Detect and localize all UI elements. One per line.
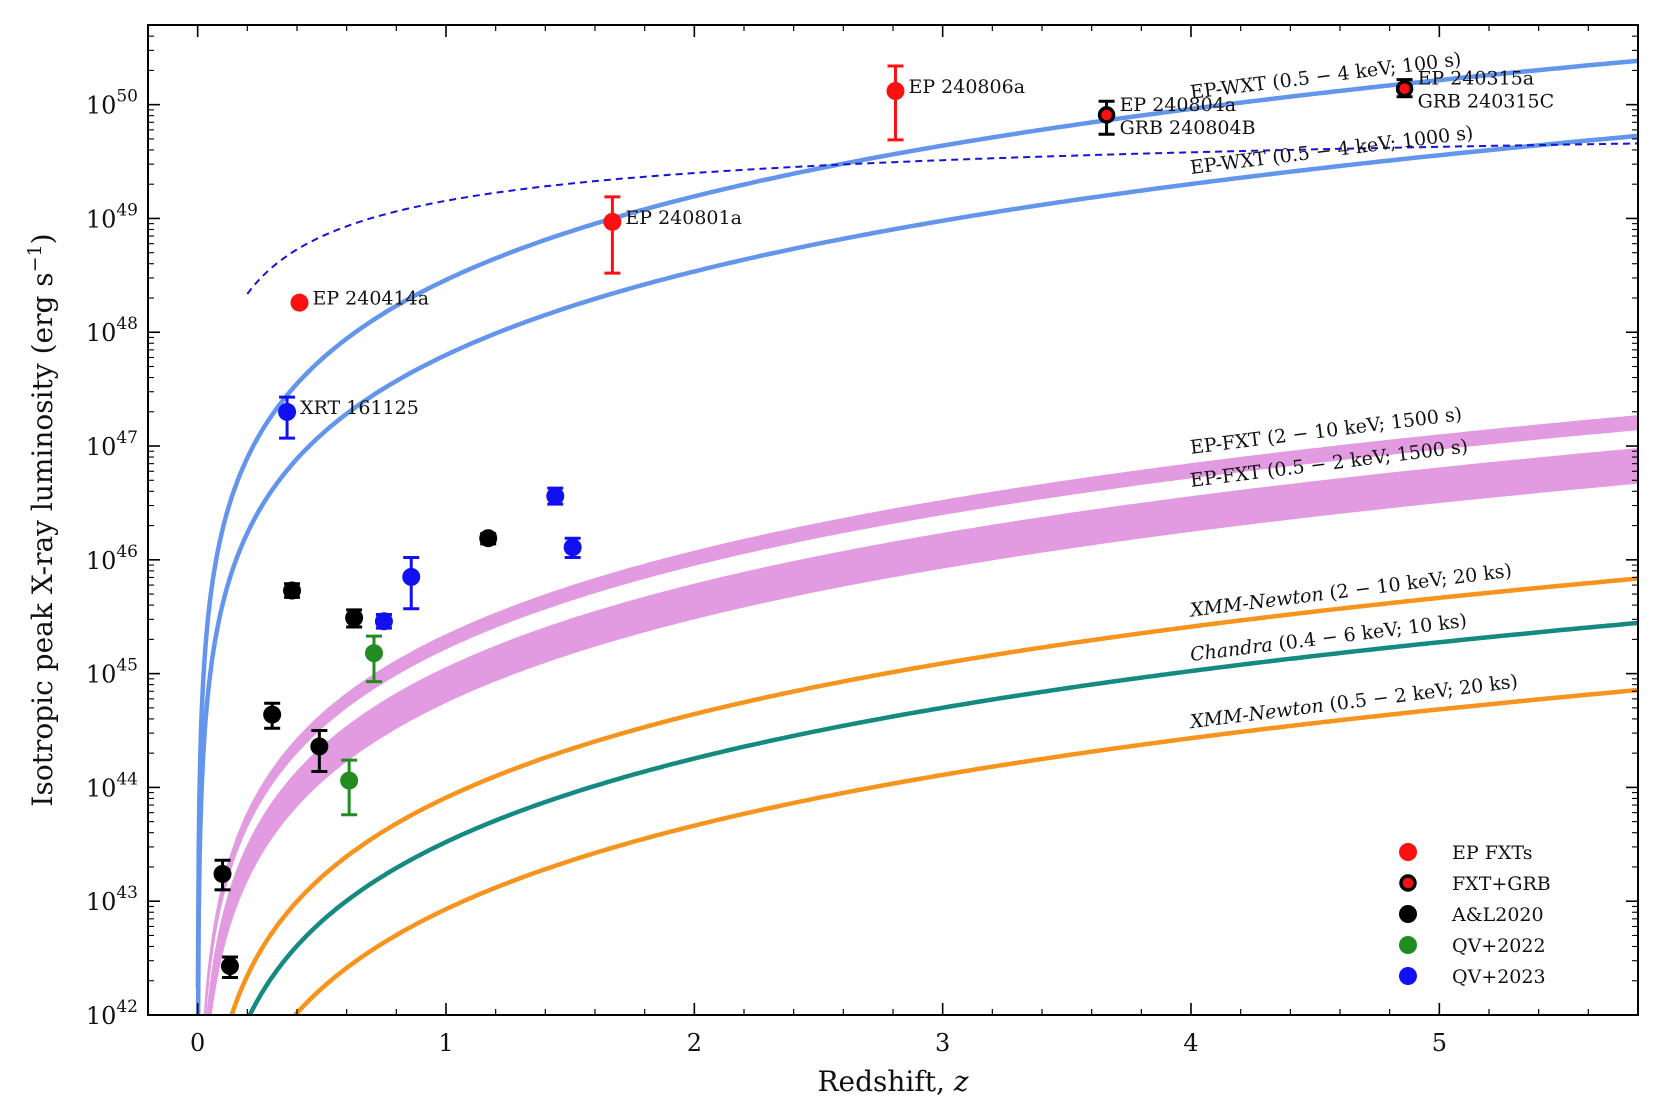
data-point	[546, 487, 564, 505]
y-axis-title-close: )	[26, 233, 59, 244]
y-tick-base: 10	[86, 1002, 117, 1030]
marker	[564, 538, 582, 556]
legend-marker	[1399, 905, 1417, 923]
marker	[214, 865, 232, 883]
x-axis-title: Redshift, z	[817, 1065, 968, 1098]
legend-marker	[1399, 936, 1417, 954]
marker	[375, 612, 393, 630]
data-point	[283, 582, 301, 600]
point-label: EP 240801a	[625, 207, 742, 229]
marker	[1398, 82, 1412, 96]
x-tick-label: 1	[438, 1029, 453, 1057]
y-axis-title: Isotropic peak X-ray luminosity (erg s−1…	[24, 233, 59, 806]
data-point	[479, 529, 497, 547]
y-tick-base: 10	[86, 92, 117, 120]
data-point	[290, 294, 308, 312]
legend-label: FXT+GRB	[1452, 873, 1551, 895]
x-tick-label: 5	[1432, 1029, 1447, 1057]
x-tick-label: 0	[190, 1029, 205, 1057]
point-label: EP 240804a	[1120, 94, 1237, 116]
marker	[310, 737, 328, 755]
legend-label: A&L2020	[1451, 904, 1544, 926]
y-tick-base: 10	[86, 433, 117, 461]
marker	[290, 294, 308, 312]
marker	[345, 609, 363, 627]
y-tick-base: 10	[86, 774, 117, 802]
point-label: XRT 161125	[300, 397, 419, 419]
point-label-secondary: GRB 240315C	[1418, 91, 1555, 113]
y-tick-power: 49	[116, 200, 138, 220]
legend-label: QV+2022	[1452, 935, 1546, 957]
y-tick-base: 10	[86, 547, 117, 575]
y-tick-power: 42	[116, 997, 138, 1017]
marker	[263, 706, 281, 724]
legend-marker	[1399, 843, 1417, 861]
point-label-secondary: GRB 240804B	[1120, 117, 1256, 139]
x-tick-label: 3	[935, 1029, 950, 1057]
marker	[886, 82, 904, 100]
legend-marker	[1401, 876, 1415, 890]
marker	[283, 582, 301, 600]
y-tick-power: 44	[116, 769, 138, 789]
point-label: EP 240806a	[908, 76, 1025, 98]
marker	[278, 403, 296, 421]
y-tick-base: 10	[86, 661, 117, 689]
marker	[1100, 108, 1114, 122]
y-tick-base: 10	[86, 888, 117, 916]
marker	[402, 568, 420, 586]
marker	[603, 213, 621, 231]
marker	[479, 529, 497, 547]
legend-marker	[1399, 967, 1417, 985]
legend-label: EP FXTs	[1452, 842, 1532, 864]
data-point	[345, 609, 363, 627]
point-label: EP 240414a	[312, 288, 429, 310]
marker	[546, 487, 564, 505]
y-tick-base: 10	[86, 319, 117, 347]
data-point	[375, 612, 393, 630]
x-axis-title-text: Redshift,	[817, 1065, 953, 1098]
marker	[221, 957, 239, 975]
data-point	[1397, 80, 1413, 97]
x-axis-title-var: z	[953, 1065, 969, 1098]
point-label: EP 240315a	[1418, 68, 1535, 90]
y-tick-base: 10	[86, 205, 117, 233]
y-tick-power: 45	[116, 656, 138, 676]
y-tick-power: 43	[116, 883, 138, 903]
y-tick-power: 50	[116, 87, 138, 107]
legend-label: QV+2023	[1452, 966, 1546, 988]
y-tick-power: 48	[116, 314, 138, 334]
x-tick-label: 4	[1183, 1029, 1198, 1057]
marker	[340, 772, 358, 790]
marker	[365, 644, 383, 662]
luminosity-redshift-chart: EP-WXT (0.5 − 4 keV; 100 s)EP-WXT (0.5 −…	[0, 0, 1660, 1120]
y-axis-title-power: −1	[24, 244, 46, 272]
y-tick-power: 47	[116, 428, 138, 448]
x-tick-label: 2	[687, 1029, 702, 1057]
y-axis-title-text: Isotropic peak X-ray luminosity (erg s	[26, 272, 59, 806]
y-tick-power: 46	[116, 542, 138, 562]
